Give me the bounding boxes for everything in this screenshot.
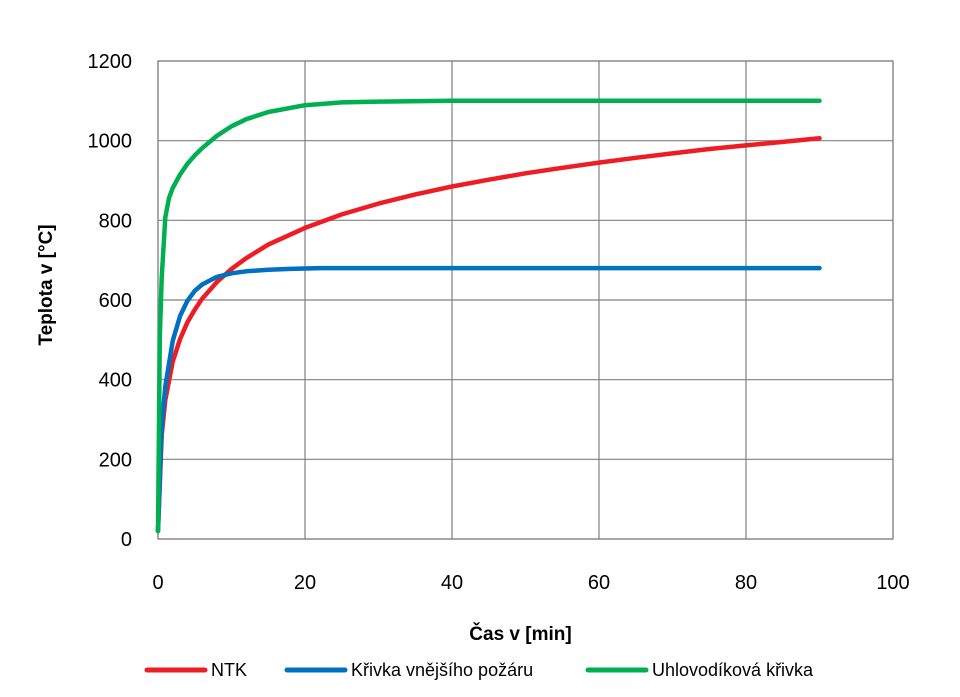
legend-item-hydrocarbon: Uhlovodíková křivka [585, 660, 814, 680]
series-line-ntk [155, 136, 822, 534]
series-line-hydrocarbon [155, 98, 822, 534]
x-axis-tick-labels: 0 20 40 60 80 100 [152, 572, 909, 594]
y-tick-label: 400 [99, 370, 132, 392]
x-tick-label: 0 [152, 572, 163, 594]
x-tick-label: 100 [876, 572, 909, 594]
y-tick-label: 1000 [88, 131, 133, 153]
y-axis-title: Teplota v [°C] [36, 224, 57, 345]
legend-item-external-fire: Křivka vnějšího požáru [284, 660, 533, 680]
x-axis-title: Čas v [min] [469, 623, 571, 645]
series-lines [155, 98, 822, 534]
x-tick-label: 40 [441, 572, 463, 594]
series-line-external-fire [155, 265, 822, 534]
y-tick-label: 200 [99, 449, 132, 471]
legend-label-hydrocarbon: Uhlovodíková křivka [652, 660, 814, 680]
y-tick-label: 0 [121, 529, 132, 551]
legend: NTK Křivka vnějšího požáru Uhlovodíková … [144, 660, 814, 680]
gridlines [157, 60, 894, 540]
legend-label-external-fire: Křivka vnějšího požáru [351, 660, 533, 680]
x-tick-label: 20 [294, 572, 316, 594]
legend-item-ntk: NTK [144, 660, 247, 680]
plot-area-frame [157, 60, 894, 540]
y-tick-label: 1200 [88, 51, 133, 73]
x-tick-label: 80 [735, 572, 757, 594]
y-axis-tick-labels: 0 200 400 600 800 1000 1200 [88, 51, 133, 551]
y-tick-label: 800 [99, 210, 132, 232]
x-tick-label: 60 [588, 572, 610, 594]
legend-label-ntk: NTK [211, 660, 247, 680]
y-tick-label: 600 [99, 290, 132, 312]
